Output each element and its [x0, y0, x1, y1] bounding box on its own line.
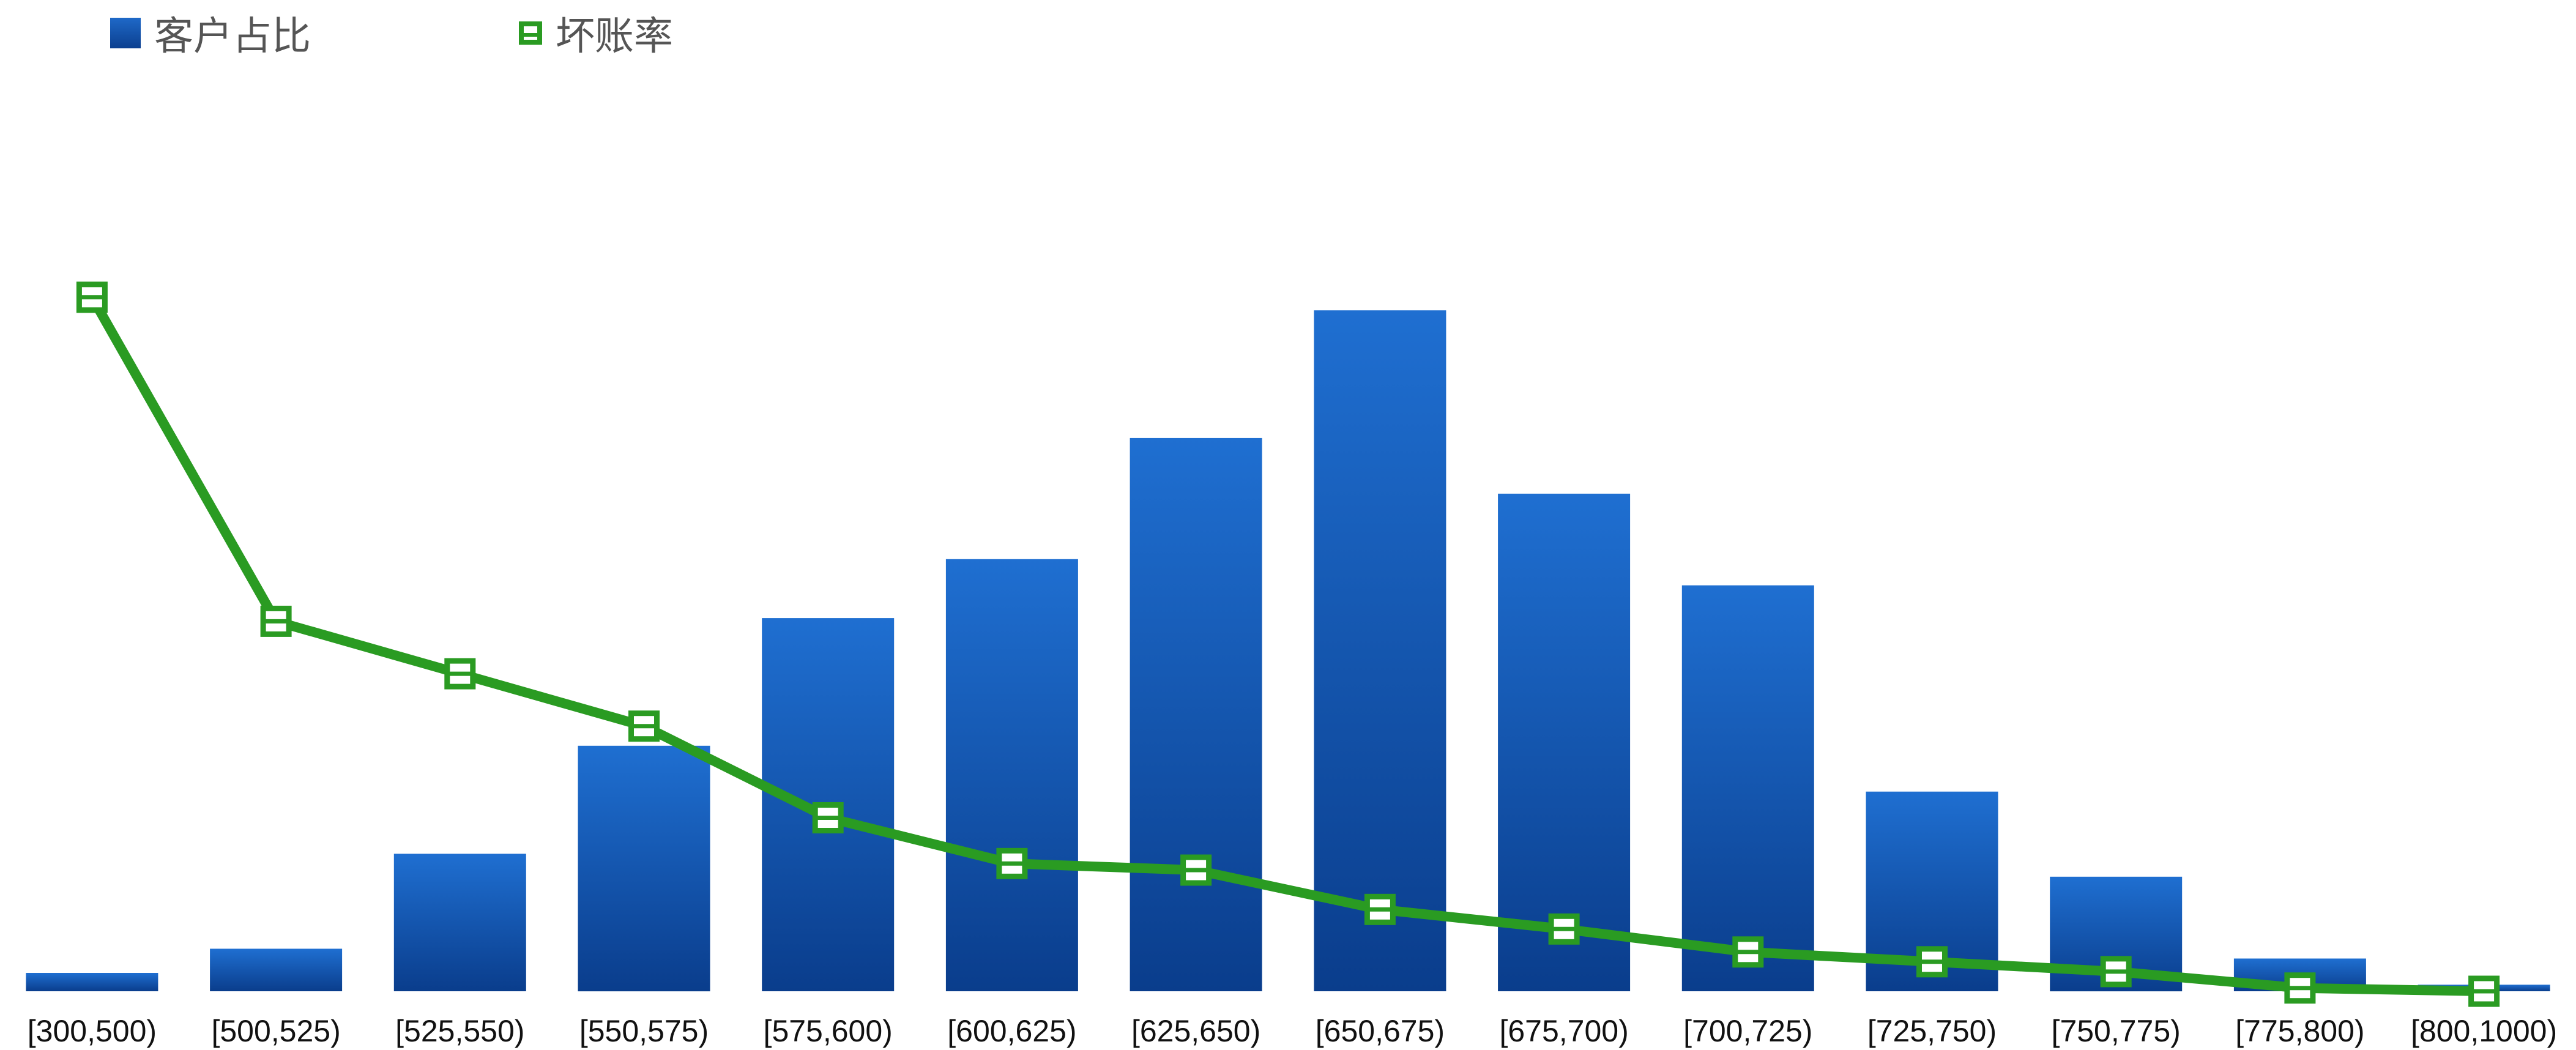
line-point-6	[1180, 854, 1212, 886]
bar-8	[1498, 493, 1631, 991]
x-tick-label-13: [800,1000)	[2411, 1014, 2557, 1048]
line-point-10	[1916, 946, 1948, 978]
bar-3	[578, 745, 710, 992]
bar-7	[1314, 310, 1446, 992]
line-point-11	[2100, 956, 2132, 988]
legend-item-bar: 客户占比	[110, 5, 311, 61]
bar-5	[945, 559, 1078, 991]
bar-series	[26, 310, 2550, 992]
line-series	[76, 281, 2500, 1007]
x-tick-label-6: [625,650)	[1131, 1014, 1260, 1048]
x-tick-label-5: [600,625)	[947, 1014, 1076, 1048]
bar-2	[393, 854, 526, 991]
x-tick-label-3: [550,575)	[579, 1014, 709, 1048]
bar-9	[1681, 585, 1814, 991]
x-tick-label-7: [650,675)	[1316, 1014, 1445, 1048]
x-tick-label-9: [700,725)	[1683, 1014, 1812, 1048]
x-tick-label-4: [575,600)	[764, 1014, 893, 1048]
x-tick-label-0: [300,500)	[28, 1014, 157, 1048]
legend-line-label: 坏账率	[556, 14, 673, 59]
line-point-9	[1732, 936, 1764, 968]
line-point-8	[1548, 913, 1580, 945]
line-point-4	[812, 802, 844, 833]
legend-line-swatch-icon	[519, 21, 542, 45]
line-point-12	[2284, 972, 2316, 1004]
x-tick-label-12: [775,800)	[2235, 1014, 2364, 1048]
x-tick-label-8: [675,700)	[1499, 1014, 1628, 1048]
legend-bar-swatch-icon	[110, 18, 141, 48]
line-point-3	[628, 710, 660, 742]
line-point-13	[2468, 975, 2500, 1007]
x-tick-label-1: [500,525)	[211, 1014, 340, 1048]
bad-debt-line	[87, 294, 2484, 996]
legend: 客户占比 坏账率	[110, 5, 881, 61]
bar-1	[210, 948, 343, 991]
line-point-1	[260, 605, 292, 637]
x-tick-label-10: [725,750)	[1867, 1014, 1997, 1048]
line-point-0	[76, 281, 108, 313]
line-point-7	[1364, 893, 1396, 925]
x-tick-label-2: [525,550)	[395, 1014, 524, 1048]
legend-item-line: 坏账率	[519, 5, 673, 61]
line-point-5	[996, 847, 1028, 879]
line-point-2	[444, 658, 476, 690]
bar-0	[26, 973, 158, 991]
legend-bar-label: 客户占比	[154, 14, 311, 59]
x-axis-tick-labels: [300,500) [500,525) [525,550) [550,575) [575…	[28, 1014, 2557, 1048]
bar-6	[1130, 438, 1262, 991]
x-tick-label-11: [750,775)	[2052, 1014, 2181, 1048]
